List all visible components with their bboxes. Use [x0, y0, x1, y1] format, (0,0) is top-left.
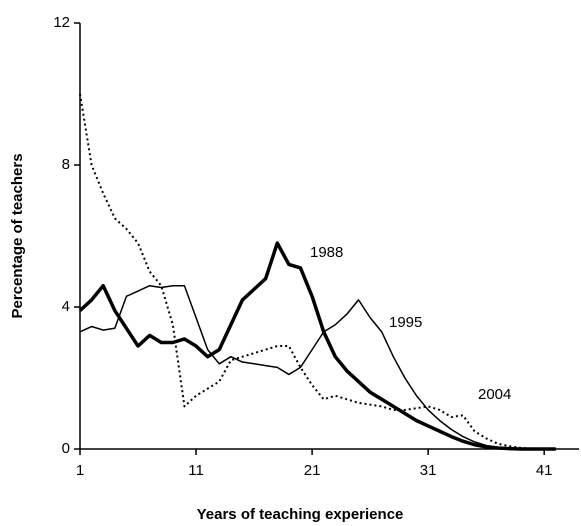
series-label: 1988 [310, 244, 343, 261]
series-line [79, 93, 556, 450]
x-tick-label: 1 [76, 462, 84, 479]
series-line [79, 284, 556, 450]
y-axis-title: Percentage of teachers [9, 153, 26, 318]
x-tick-label: 21 [304, 462, 321, 479]
series-line [78, 241, 556, 451]
y-tick-label: 12 [53, 14, 70, 31]
y-tick-label: 4 [62, 298, 70, 315]
series-label: 2004 [478, 386, 511, 403]
x-tick-label: 31 [420, 462, 437, 479]
x-axis-title: Years of teaching experience [197, 506, 404, 523]
series-label: 1995 [389, 314, 422, 331]
x-tick-label: 11 [188, 462, 204, 479]
y-tick-label: 8 [62, 156, 70, 173]
y-tick-label: 0 [62, 440, 70, 457]
x-tick-label: 41 [536, 462, 553, 479]
